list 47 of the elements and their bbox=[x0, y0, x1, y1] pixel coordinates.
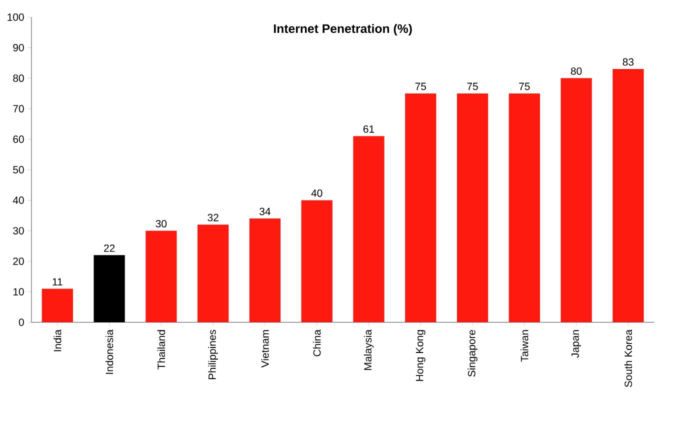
y-tick-label: 60 bbox=[13, 136, 24, 143]
x-tick-label: Malaysia bbox=[364, 329, 374, 370]
y-tick-label: 30 bbox=[13, 227, 24, 234]
y-tick-label: 20 bbox=[13, 258, 24, 265]
x-tick-label: Japan bbox=[572, 330, 581, 358]
x-tick-label: South Korea bbox=[624, 329, 632, 388]
x-tick-label: Philippines bbox=[208, 330, 218, 380]
bar bbox=[612, 69, 644, 322]
bar bbox=[405, 93, 436, 322]
text: Internet Penetration (%) bbox=[274, 24, 412, 36]
data-label: 22 bbox=[104, 244, 115, 252]
data-label: 83 bbox=[622, 58, 634, 66]
data-label: 11 bbox=[52, 278, 62, 286]
bar bbox=[508, 93, 540, 322]
bar bbox=[456, 93, 488, 322]
bar bbox=[146, 230, 177, 322]
y-tick-label: 0 bbox=[18, 318, 24, 326]
data-label: 40 bbox=[311, 189, 322, 197]
bar bbox=[249, 218, 281, 322]
y-tick-label: 70 bbox=[13, 105, 24, 112]
bar bbox=[560, 78, 592, 322]
data-label: 75 bbox=[415, 82, 426, 90]
x-tick-label: Taiwan bbox=[520, 330, 528, 362]
data-label: 30 bbox=[156, 220, 167, 228]
bar bbox=[353, 136, 384, 322]
data-label: 80 bbox=[570, 67, 582, 75]
x-tick-label: Singapore bbox=[468, 330, 478, 377]
data-label: 34 bbox=[260, 208, 270, 216]
y-tick-label: 40 bbox=[12, 196, 24, 204]
data-label: 75 bbox=[467, 82, 478, 90]
x-tick-label: Vietnam bbox=[261, 330, 269, 368]
x-tick-label: Thailand bbox=[157, 330, 166, 370]
data-label: 32 bbox=[208, 214, 218, 222]
y-tick-label: 50 bbox=[13, 166, 24, 174]
y-tick-label: 90 bbox=[13, 44, 24, 52]
y-tick-label: 10 bbox=[13, 288, 24, 296]
x-tick-label: China bbox=[313, 329, 321, 356]
x-tick-label: India bbox=[54, 329, 62, 352]
bar bbox=[198, 224, 229, 322]
x-tick-label: Indonesia bbox=[105, 329, 114, 374]
y-tick-label: 100 bbox=[8, 13, 24, 21]
data-label: 61 bbox=[363, 125, 374, 133]
y-tick-label: 80 bbox=[13, 74, 24, 82]
data-label: 75 bbox=[519, 82, 530, 90]
x-tick-label: Hong Kong bbox=[416, 330, 426, 381]
bar bbox=[42, 288, 73, 322]
bar bbox=[301, 200, 332, 322]
